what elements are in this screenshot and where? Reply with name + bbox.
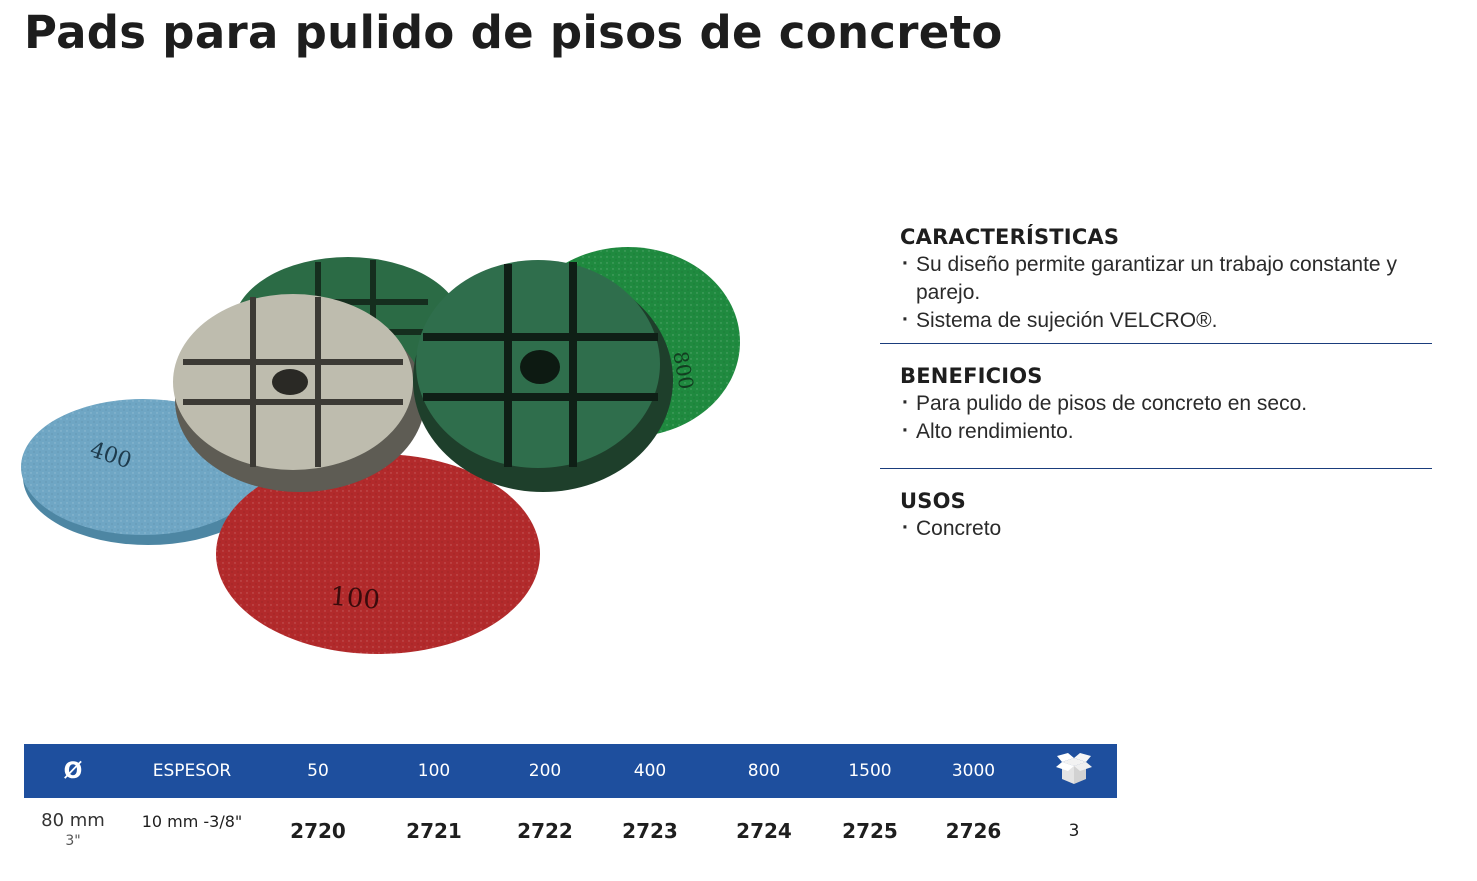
header-grit-800: 800 (747, 761, 781, 781)
list-item: Para pulido de pisos de concreto en seco… (900, 389, 1432, 418)
cell-code-200: 2722 (517, 819, 573, 843)
page-title: Pads para pulido de pisos de concreto (24, 6, 1003, 59)
header-grit-3000: 3000 (951, 761, 996, 781)
header-grit-200: 200 (528, 761, 562, 781)
benefits-heading: BENEFICIOS (900, 364, 1043, 388)
table-row: 80 mm 3" 10 mm -3/8" 2720 2721 2722 2723… (24, 798, 1117, 864)
spec-table: Ø ESPESOR 50 100 200 400 800 1500 3000 (24, 744, 1117, 864)
cell-code-50: 2720 (290, 819, 346, 843)
header-grit-50: 50 (307, 761, 329, 781)
features-list: Su diseño permite garantizar un trabajo … (900, 250, 1432, 335)
pad-label-100: 100 (329, 582, 381, 616)
cell-diameter: 80 mm 3" (24, 798, 122, 864)
table-header-row: Ø ESPESOR 50 100 200 400 800 1500 3000 (24, 744, 1117, 798)
list-item: Alto rendimiento. (900, 417, 1432, 446)
list-item: Concreto (900, 514, 1432, 543)
header-diameter: Ø (63, 758, 83, 784)
divider (880, 468, 1432, 469)
features-section: CARACTERÍSTICAS Su diseño permite garant… (880, 222, 1432, 335)
diameter-in: 3" (65, 833, 81, 849)
list-item: Sistema de sujeción VELCRO®. (900, 306, 1432, 335)
cell-thickness: 10 mm -3/8" (141, 812, 243, 831)
list-item: Su diseño permite garantizar un trabajo … (900, 250, 1432, 307)
cell-code-1500: 2725 (842, 819, 898, 843)
pad-beige (173, 294, 425, 492)
pad-red-100: 100 (216, 454, 540, 654)
uses-heading: USOS (900, 489, 966, 513)
header-pack (1031, 744, 1117, 798)
info-panel: CARACTERÍSTICAS Su diseño permite garant… (880, 222, 1432, 543)
header-grit-400: 400 (633, 761, 667, 781)
product-photo: 800 400 100 (21, 247, 740, 654)
uses-section: USOS Concreto (880, 469, 1432, 543)
features-heading: CARACTERÍSTICAS (900, 225, 1120, 249)
divider (880, 343, 1432, 344)
cell-code-100: 2721 (406, 819, 462, 843)
pad-green-front (413, 260, 673, 492)
benefits-list: Para pulido de pisos de concreto en seco… (900, 389, 1432, 446)
cell-code-400: 2723 (622, 819, 678, 843)
cell-pack-qty: 3 (1068, 821, 1080, 841)
benefits-section: BENEFICIOS Para pulido de pisos de concr… (880, 344, 1432, 446)
diameter-mm: 80 mm (41, 810, 105, 831)
box-icon (1056, 752, 1092, 784)
uses-list: Concreto (900, 514, 1432, 543)
cell-code-800: 2724 (736, 819, 792, 843)
header-thickness: ESPESOR (152, 761, 232, 781)
header-grit-1500: 1500 (848, 761, 892, 781)
header-grit-100: 100 (417, 761, 451, 781)
cell-code-3000: 2726 (945, 819, 1002, 843)
